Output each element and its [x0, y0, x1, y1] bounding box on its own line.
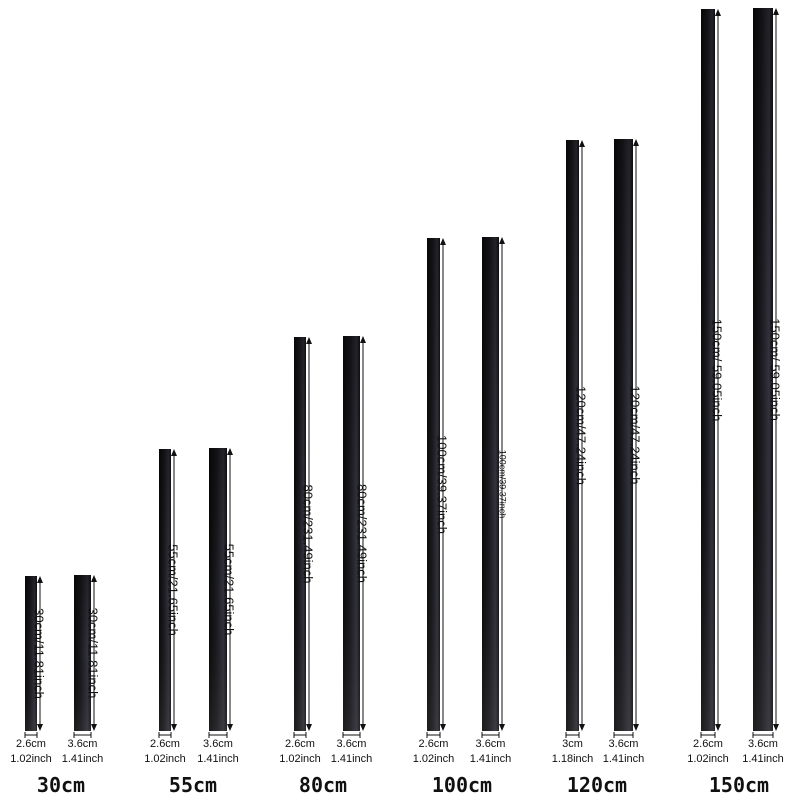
size-group-30cm: 30cm/11.81inch 2.6cm 1.02inch 30cm/11.81inc…: [10, 575, 103, 797]
bar-width-cm: 2.6cm: [419, 738, 449, 750]
width-bracket: [481, 732, 500, 738]
led-bar-shade: [159, 449, 171, 731]
bar-width-inch: 1.02inch: [10, 753, 52, 765]
width-bracket: [158, 732, 172, 738]
bar-width-inch: 1.41inch: [62, 753, 104, 765]
bar-width-inch: 1.41inch: [603, 753, 645, 765]
bar-length-label: 100cm/39.37inch: [498, 450, 508, 519]
length-arrow: [360, 336, 366, 731]
width-bracket: [24, 732, 38, 738]
bar-width-cm: 3.6cm: [68, 738, 98, 750]
width-bracket: [208, 732, 228, 738]
bar-length-label: 55cm/21.65inch: [221, 544, 236, 636]
bar-length-label: 30cm/11.81inch: [31, 608, 46, 699]
width-bracket: [342, 732, 361, 738]
bar-length-label: 150cm/ 59.05inch: [709, 319, 724, 422]
led-bar-shade: [343, 336, 360, 731]
length-arrow: [37, 576, 43, 731]
led-bar-shade: [294, 337, 306, 731]
bar-width-cm: 3.6cm: [203, 738, 233, 750]
size-group-label: 150cm: [709, 773, 769, 797]
bar-width-inch: 1.41inch: [197, 753, 239, 765]
bar-width-cm: 3.6cm: [476, 738, 506, 750]
width-bracket: [700, 732, 716, 738]
led-bar-shade: [482, 237, 499, 731]
length-arrow: [171, 449, 177, 731]
bar-width-inch: 1.41inch: [742, 753, 784, 765]
length-arrow: [91, 575, 97, 731]
size-group-100cm: 100cm/39.37inch 2.6cm 1.02inch 100cm/39.37i…: [413, 237, 512, 797]
length-arrow: [440, 238, 446, 731]
bar-width-inch: 1.41inch: [331, 753, 373, 765]
bar-width-inch: 1.02inch: [687, 753, 729, 765]
length-arrow: [227, 448, 233, 731]
bar-width-inch: 1.41inch: [470, 753, 512, 765]
size-group-80cm: 80cm/231.49inch 2.6cm 1.02inch 80cm/231.49i…: [279, 336, 372, 797]
led-bar-shade: [74, 575, 91, 731]
bar-width-cm: 2.6cm: [150, 738, 180, 750]
size-group-55cm: 55cm/21.65inch 2.6cm 1.02inch 55cm/21.65inc…: [144, 448, 239, 797]
bar-length-label: 120cm/47.24inch: [627, 385, 642, 484]
size-group-label: 55cm: [169, 773, 217, 797]
bar-width-inch: 1.02inch: [144, 753, 186, 765]
bar-width-cm: 2.6cm: [16, 738, 46, 750]
length-arrow: [499, 237, 505, 731]
width-bracket: [426, 732, 441, 738]
bar-width-inch: 1.18inch: [552, 753, 594, 765]
bar-width-cm: 3.6cm: [337, 738, 367, 750]
bar-width-cm: 3.6cm: [748, 738, 778, 750]
bar-length-label: 30cm/11.81inch: [85, 608, 100, 699]
length-arrow: [633, 139, 639, 731]
width-bracket: [565, 732, 580, 738]
led-bar-shade: [614, 139, 633, 731]
bar-length-label: 55cm/21.65inch: [165, 544, 180, 636]
width-bracket: [613, 732, 634, 738]
bar-length-label: 80cm/231.49inch: [354, 484, 369, 583]
size-group-label: 120cm: [567, 773, 627, 797]
bar-width-cm: 3.6cm: [609, 738, 639, 750]
size-group-label: 80cm: [299, 773, 347, 797]
bar-length-label: 120cm/47.24inch: [573, 386, 588, 485]
size-group-150cm: 150cm/ 59.05inch 2.6cm 1.02inch 150cm/ 59.0…: [687, 8, 784, 797]
bar-width-inch: 1.02inch: [279, 753, 321, 765]
bar-width-inch: 1.02inch: [413, 753, 455, 765]
led-bar-shade: [753, 8, 773, 731]
bar-length-label: 150cm/ 59.05inch: [767, 318, 782, 421]
led-bar-shade: [427, 238, 440, 731]
width-bracket: [73, 732, 92, 738]
led-bar-shade: [25, 576, 37, 731]
size-group-label: 100cm: [432, 773, 492, 797]
bar-width-cm: 2.6cm: [693, 738, 723, 750]
width-bracket: [293, 732, 307, 738]
size-group-120cm: 120cm/47.24inch 3cm 1.18inch 120cm/47.24inc…: [552, 139, 645, 797]
led-bar-shade: [566, 140, 579, 731]
width-bracket: [752, 732, 774, 738]
bar-width-cm: 3cm: [562, 738, 583, 750]
bar-length-label: 100cm/39.37inch: [434, 435, 449, 534]
length-arrow: [306, 337, 312, 731]
length-arrow: [715, 9, 721, 731]
length-arrow: [773, 8, 779, 731]
bar-width-cm: 2.6cm: [285, 738, 315, 750]
led-bar-shade: [701, 9, 715, 731]
length-arrow: [579, 140, 585, 731]
size-group-label: 30cm: [37, 773, 85, 797]
led-bar-shade: [209, 448, 227, 731]
bar-length-label: 80cm/231.49inch: [300, 484, 315, 583]
